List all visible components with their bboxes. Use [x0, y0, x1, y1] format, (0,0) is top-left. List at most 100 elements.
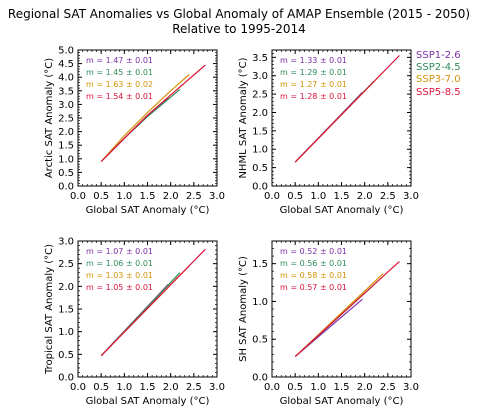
y-tick-label: 1.5 — [252, 126, 268, 137]
x-tick-label: 2.0 — [357, 382, 373, 393]
x-tick-label: 0.5 — [93, 191, 109, 202]
series-line-ssp5-8-5 — [294, 260, 400, 358]
y-tick-label: 3.5 — [252, 53, 268, 64]
x-tick-label: 1.5 — [140, 382, 156, 393]
x-tick-label: 2.5 — [380, 191, 396, 202]
x-axis-label: Global SAT Anomaly (°C) — [86, 396, 210, 407]
slope-label-ssp1-2-6: m = 1.47 ± 0.01 — [86, 56, 153, 65]
slope-label-ssp1-2-6: m = 0.52 ± 0.01 — [280, 247, 347, 256]
series-line-ssp3-7-0 — [100, 74, 190, 162]
figure-title-line-1: Regional SAT Anomalies vs Global Anomaly… — [8, 7, 470, 21]
y-tick-label: 0.0 — [58, 373, 74, 384]
legend-entry-ssp3-7-0: SSP3-7.0 — [416, 74, 461, 85]
series-line-ssp5-8-5 — [100, 248, 206, 357]
x-tick-label: 2.0 — [163, 382, 179, 393]
series-line-ssp5-8-5 — [294, 55, 400, 163]
y-tick-label: 0.5 — [58, 168, 74, 179]
y-axis-label: SH SAT Anomaly (°C) — [238, 256, 249, 362]
x-tick-label: 2.5 — [186, 382, 202, 393]
slope-label-ssp5-8-5: m = 1.28 ± 0.01 — [280, 92, 347, 101]
slope-label-ssp5-8-5: m = 0.57 ± 0.01 — [280, 283, 347, 292]
y-tick-label: 1.0 — [58, 327, 74, 338]
y-tick-label: 2.0 — [58, 282, 74, 293]
y-tick-label: 2.0 — [252, 108, 268, 119]
x-tick-label: 2.5 — [186, 191, 202, 202]
slope-label-ssp3-7-0: m = 1.63 ± 0.02 — [86, 80, 153, 89]
slope-label-ssp5-8-5: m = 1.54 ± 0.01 — [86, 92, 153, 101]
y-axis-label: Tropical SAT Anomaly (°C) — [44, 244, 55, 375]
panels: 0.0 0.5 1.0 1.5 2.0 2.5 3.0 0.0 0.5 1.0 1.5 2.0 2.5 3… — [44, 46, 419, 408]
y-tick-label: 2.5 — [58, 259, 74, 270]
panel-arctic: 0.0 0.5 1.0 1.5 2.0 2.5 3.0 0.0 0.5 1.0 1.5 2.0 2.5 3… — [44, 46, 225, 217]
slope-label-ssp2-4-5: m = 1.06 ± 0.01 — [86, 259, 153, 268]
slope-label-ssp2-4-5: m = 0.56 ± 0.01 — [280, 259, 347, 268]
x-tick-label: 1.0 — [310, 191, 326, 202]
y-tick-label: 5.0 — [58, 46, 74, 57]
x-tick-label: 2.5 — [380, 382, 396, 393]
y-tick-label: 3.0 — [58, 100, 74, 111]
x-tick-label: 0.0 — [70, 382, 86, 393]
legend: SSP1-2.6 SSP2-4.5 SSP3-7.0 SSP5-8.5 — [416, 50, 461, 98]
slope-label-ssp2-4-5: m = 1.29 ± 0.01 — [280, 68, 347, 77]
x-tick-label: 0.5 — [287, 191, 303, 202]
y-tick-label: 0.5 — [252, 163, 268, 174]
series-line-ssp5-8-5 — [100, 64, 206, 162]
y-tick-label: 1.0 — [252, 297, 268, 308]
y-axis-label: Arctic SAT Anomaly (°C) — [44, 58, 55, 178]
y-tick-label: 1.5 — [252, 259, 268, 270]
slope-label-ssp5-8-5: m = 1.05 ± 0.01 — [86, 283, 153, 292]
x-tick-label: 1.0 — [310, 382, 326, 393]
legend-entry-ssp5-8-5: SSP5-8.5 — [416, 87, 461, 98]
x-axis-label: Global SAT Anomaly (°C) — [280, 205, 404, 216]
x-tick-label: 2.0 — [357, 191, 373, 202]
y-tick-label: 1.5 — [58, 305, 74, 316]
x-tick-label: 3.0 — [209, 382, 225, 393]
slope-label-ssp3-7-0: m = 1.03 ± 0.01 — [86, 271, 153, 280]
legend-entry-ssp2-4-5: SSP2-4.5 — [416, 62, 461, 73]
x-tick-label: 1.0 — [116, 191, 132, 202]
y-tick-label: 0.0 — [58, 182, 74, 193]
x-axis-label: Global SAT Anomaly (°C) — [86, 205, 210, 216]
y-tick-label: 0.0 — [252, 182, 268, 193]
y-tick-label: 0.5 — [58, 350, 74, 361]
figure-title-line-2: Relative to 1995-2014 — [172, 22, 305, 36]
y-tick-label: 2.0 — [58, 127, 74, 138]
x-tick-label: 0.0 — [264, 382, 280, 393]
x-tick-label: 0.5 — [287, 382, 303, 393]
x-tick-label: 0.0 — [70, 191, 86, 202]
y-tick-label: 1.5 — [58, 141, 74, 152]
slope-label-ssp1-2-6: m = 1.33 ± 0.01 — [280, 56, 347, 65]
x-tick-label: 1.5 — [334, 382, 350, 393]
y-tick-label: 1.0 — [58, 154, 74, 165]
y-tick-label: 3.0 — [252, 71, 268, 82]
y-tick-label: 4.0 — [58, 73, 74, 84]
y-tick-label: 2.5 — [58, 114, 74, 125]
slope-label-ssp1-2-6: m = 1.07 ± 0.01 — [86, 247, 153, 256]
y-tick-label: 0.5 — [252, 335, 268, 346]
slope-label-ssp2-4-5: m = 1.45 ± 0.01 — [86, 68, 153, 77]
y-tick-label: 4.5 — [58, 59, 74, 70]
panel-nhml: 0.0 0.5 1.0 1.5 2.0 2.5 3.0 0.0 0.5 1.0 1.5 2.0 2.5 3… — [238, 49, 419, 216]
panel-tropical: 0.0 0.5 1.0 1.5 2.0 2.5 3.0 0.0 0.5 1.0 1.5 2.0 2.5 3… — [44, 237, 225, 408]
panel-sh: 0.0 0.5 1.0 1.5 2.0 2.5 3.0 0.0 0.5 1.0 1.5 Global … — [238, 240, 419, 407]
x-tick-label: 3.0 — [209, 191, 225, 202]
y-tick-label: 2.5 — [252, 90, 268, 101]
slope-label-ssp3-7-0: m = 0.58 ± 0.01 — [280, 271, 347, 280]
y-tick-label: 0.0 — [252, 373, 268, 384]
x-tick-label: 0.5 — [93, 382, 109, 393]
x-tick-label: 1.5 — [140, 191, 156, 202]
y-axis-label: NHML SAT Anomaly (°C) — [238, 57, 249, 178]
x-tick-label: 3.0 — [403, 191, 419, 202]
y-tick-label: 3.0 — [58, 237, 74, 248]
x-tick-label: 3.0 — [403, 382, 419, 393]
slope-label-ssp3-7-0: m = 1.27 ± 0.01 — [280, 80, 347, 89]
y-tick-label: 1.0 — [252, 145, 268, 156]
x-tick-label: 2.0 — [163, 191, 179, 202]
x-tick-label: 1.5 — [334, 191, 350, 202]
legend-entry-ssp1-2-6: SSP1-2.6 — [416, 50, 461, 61]
x-axis-label: Global SAT Anomaly (°C) — [280, 396, 404, 407]
y-tick-label: 3.5 — [58, 86, 74, 97]
x-tick-label: 0.0 — [264, 191, 280, 202]
x-tick-label: 1.0 — [116, 382, 132, 393]
